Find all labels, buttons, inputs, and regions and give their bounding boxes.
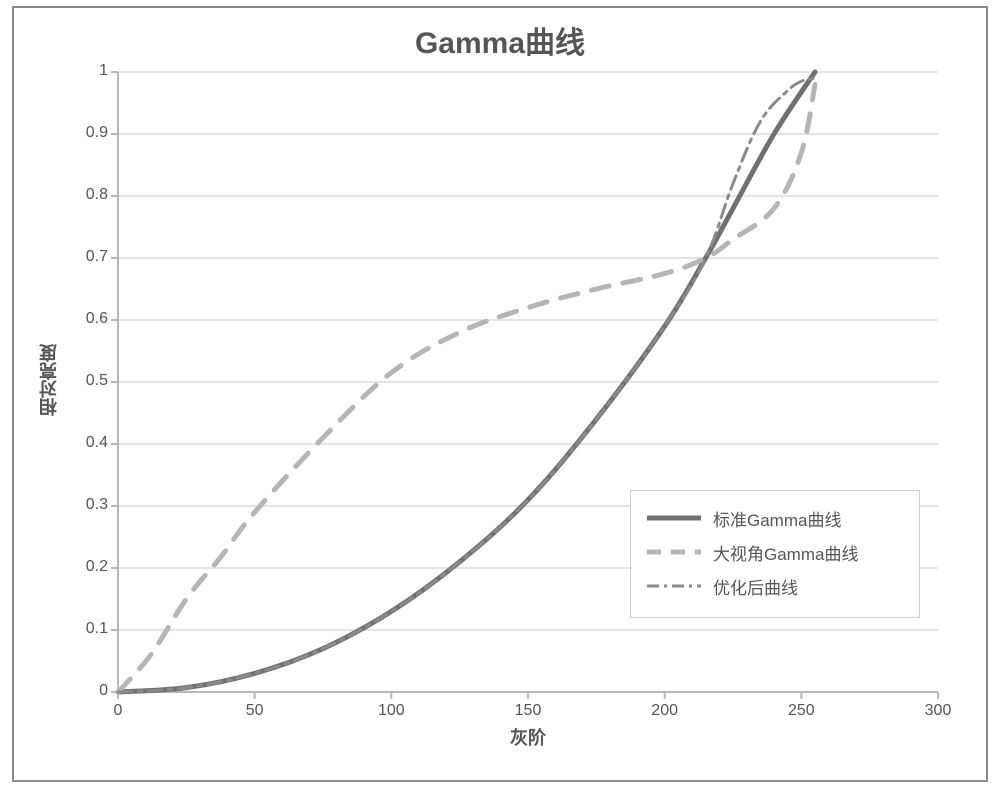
legend-item-wide-angle: 大视角Gamma曲线 xyxy=(645,535,905,569)
legend-swatch-wide-angle xyxy=(645,542,703,562)
x-tick-label: 50 xyxy=(235,702,275,720)
y-axis-label: 相对亮度 xyxy=(36,300,62,460)
y-tick-label: 0.7 xyxy=(68,248,108,266)
y-tick-label: 0.3 xyxy=(68,496,108,514)
y-tick-label: 0.1 xyxy=(68,620,108,638)
y-tick-label: 0.4 xyxy=(68,434,108,452)
legend-label-optimized: 优化后曲线 xyxy=(713,574,798,599)
legend-item-standard: 标准Gamma曲线 xyxy=(645,501,905,535)
x-tick-label: 100 xyxy=(371,702,411,720)
y-tick-label: 1 xyxy=(68,62,108,80)
x-tick-label: 150 xyxy=(508,702,548,720)
y-tick-label: 0.2 xyxy=(68,558,108,576)
legend: 标准Gamma曲线 大视角Gamma曲线 优化后曲线 xyxy=(630,490,920,618)
legend-label-standard: 标准Gamma曲线 xyxy=(713,506,841,531)
x-tick-label: 300 xyxy=(918,702,958,720)
x-tick-label: 0 xyxy=(98,702,138,720)
chart-title: Gamma曲线 xyxy=(0,18,1000,62)
x-tick-label: 200 xyxy=(645,702,685,720)
y-tick-label: 0.5 xyxy=(68,372,108,390)
legend-item-optimized: 优化后曲线 xyxy=(645,569,905,603)
x-tick-label: 250 xyxy=(781,702,821,720)
y-tick-label: 0.9 xyxy=(68,124,108,142)
y-tick-label: 0.6 xyxy=(68,310,108,328)
legend-swatch-standard xyxy=(645,508,703,528)
legend-label-wide-angle: 大视角Gamma曲线 xyxy=(713,540,858,565)
x-axis-label: 灰阶 xyxy=(118,724,938,750)
legend-swatch-optimized xyxy=(645,576,703,596)
y-tick-label: 0.8 xyxy=(68,186,108,204)
y-tick-label: 0 xyxy=(68,682,108,700)
